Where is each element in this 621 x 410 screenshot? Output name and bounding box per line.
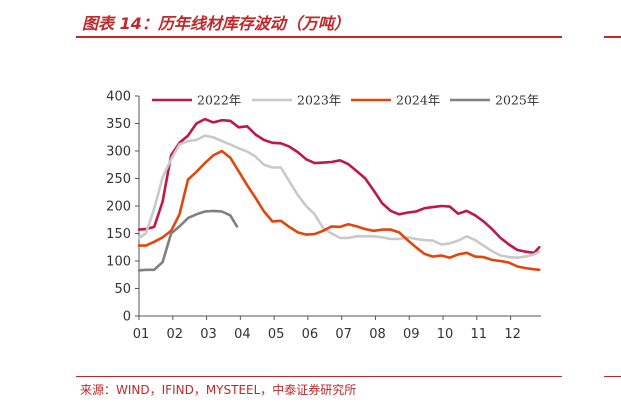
y-tick-label: 200 — [106, 200, 131, 215]
legend-label: 2023年 — [297, 93, 341, 108]
series-line-1 — [137, 117, 541, 255]
x-tick-label: 07 — [335, 327, 352, 342]
y-axis: 0 50 100 150 200 250 300 350 400 — [106, 90, 140, 325]
legend-label: 2025年 — [495, 93, 539, 108]
y-tick-label: 50 — [114, 282, 131, 297]
series-line-4 — [137, 209, 239, 272]
footer-divider-stub — [604, 376, 621, 377]
figure-title: 图表 14：历年线材库存波动（万吨） — [82, 14, 350, 33]
x-tick-label: 10 — [437, 327, 454, 342]
x-tick-label: 09 — [403, 327, 420, 342]
y-tick-label: 300 — [106, 145, 131, 160]
plot-series — [137, 117, 541, 272]
figure-header: 图表 14：历年线材库存波动（万吨） — [76, 6, 562, 38]
y-tick-label: 100 — [106, 255, 131, 270]
x-tick-label: 06 — [302, 327, 319, 342]
footer-divider — [76, 376, 562, 377]
legend-label: 2022年 — [197, 93, 241, 108]
header-divider-stub — [604, 36, 621, 38]
x-tick-label: 02 — [167, 327, 184, 342]
x-tick-label: 05 — [268, 327, 285, 342]
legend-label: 2024年 — [396, 93, 440, 108]
y-tick-label: 150 — [106, 227, 131, 242]
source-note: 来源：WIND，IFIND，MYSTEEL，中泰证券研究所 — [80, 383, 357, 397]
x-tick-label: 12 — [504, 327, 521, 342]
y-tick-label: 350 — [106, 117, 131, 132]
x-tick-label: 03 — [200, 327, 217, 342]
y-tick-label: 250 — [106, 172, 131, 187]
x-tick-label: 08 — [369, 327, 386, 342]
x-tick-label: 11 — [471, 327, 488, 342]
x-axis: 01 02 03 04 05 06 07 08 09 10 11 12 — [133, 315, 541, 342]
series-line-2 — [137, 134, 541, 260]
series-line-3 — [137, 149, 541, 272]
y-tick-label: 0 — [123, 310, 131, 325]
y-tick-label: 400 — [106, 90, 131, 105]
x-tick-label: 04 — [234, 327, 251, 342]
x-tick-label: 01 — [133, 327, 150, 342]
legend: 2022年 2023年 2024年 2025年 — [152, 93, 539, 108]
